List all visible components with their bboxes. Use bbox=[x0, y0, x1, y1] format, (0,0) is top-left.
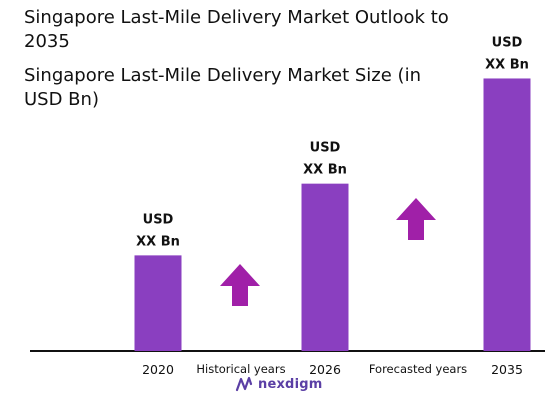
bar-2020 bbox=[134, 255, 182, 351]
nexdigm-logo-icon bbox=[235, 376, 253, 392]
data-label-line2-2020: XX Bn bbox=[136, 234, 180, 249]
x-tick-label-2035: 2035 bbox=[491, 362, 523, 377]
data-label-line1-2020: USD bbox=[143, 212, 174, 227]
bar-2026 bbox=[301, 183, 349, 351]
data-label-line1-2026: USD bbox=[310, 141, 341, 156]
chart-title: Singapore Last-Mile Delivery Market Outl… bbox=[24, 7, 449, 52]
data-label-line2-2026: XX Bn bbox=[303, 163, 347, 178]
growth-arrow-forecasted bbox=[396, 198, 436, 240]
x-tick-label-2026: 2026 bbox=[309, 362, 341, 377]
chart-subtitle: Singapore Last-Mile Delivery Market Size… bbox=[24, 65, 421, 110]
logo-text: nexdigm bbox=[258, 376, 323, 392]
data-label-line2-2035: XX Bn bbox=[485, 57, 529, 72]
nexdigm-logo: nexdigm bbox=[235, 376, 322, 392]
annotation-historical: Historical years bbox=[196, 362, 285, 376]
bar-2035 bbox=[483, 78, 531, 351]
x-tick-label-2020: 2020 bbox=[142, 362, 174, 377]
annotation-forecasted: Forecasted years bbox=[369, 362, 467, 376]
data-label-line1-2035: USD bbox=[492, 35, 523, 50]
growth-arrow-historical bbox=[220, 264, 260, 306]
